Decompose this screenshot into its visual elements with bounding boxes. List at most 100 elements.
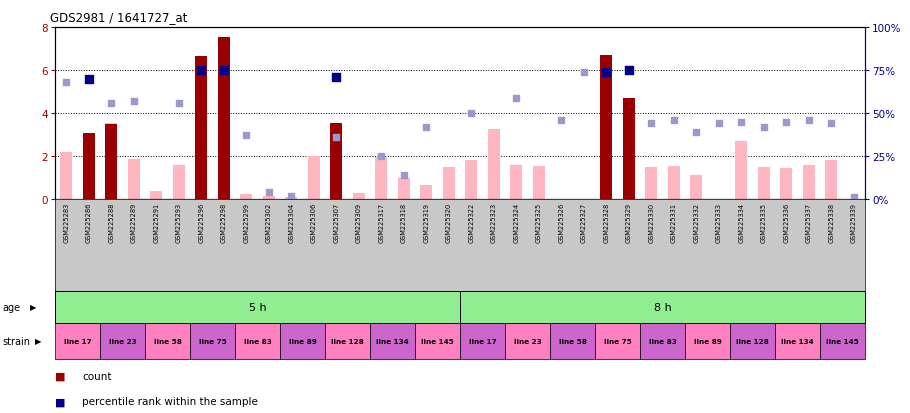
Point	[689, 129, 703, 136]
Bar	[442, 167, 455, 199]
Text: GSM225289: GSM225289	[131, 202, 136, 242]
Point	[59, 80, 74, 86]
Bar	[550, 323, 595, 359]
Text: GSM225318: GSM225318	[400, 202, 407, 242]
Text: line 83: line 83	[244, 338, 271, 344]
Text: GSM225330: GSM225330	[648, 202, 654, 242]
Bar	[330, 123, 342, 199]
Point	[666, 117, 681, 124]
Text: age: age	[3, 302, 21, 312]
Bar	[511, 165, 522, 199]
Point	[734, 119, 749, 126]
Text: ■: ■	[55, 396, 66, 406]
Point	[217, 67, 231, 74]
Bar	[465, 161, 478, 199]
Bar	[757, 167, 770, 199]
Text: line 17: line 17	[469, 338, 496, 344]
Text: GSM225317: GSM225317	[379, 202, 384, 242]
Text: line 83: line 83	[649, 338, 676, 344]
Bar	[415, 323, 460, 359]
Point	[464, 110, 479, 117]
Text: GDS2981 / 1641727_at: GDS2981 / 1641727_at	[50, 11, 187, 24]
Bar	[190, 323, 235, 359]
Text: line 58: line 58	[154, 338, 181, 344]
Bar	[240, 194, 252, 199]
Bar	[488, 130, 500, 199]
Text: ▶: ▶	[30, 303, 36, 312]
Bar	[735, 142, 747, 199]
Point	[194, 67, 208, 74]
Text: GSM225337: GSM225337	[805, 202, 812, 242]
Bar	[803, 165, 815, 199]
Text: GSM225325: GSM225325	[536, 202, 541, 242]
Bar	[730, 323, 775, 359]
Point	[554, 117, 569, 124]
Bar	[690, 176, 703, 199]
Text: GSM225328: GSM225328	[603, 202, 610, 242]
Text: GSM225324: GSM225324	[513, 202, 520, 242]
Bar	[127, 160, 140, 199]
Point	[104, 100, 118, 107]
Bar	[60, 152, 73, 199]
Bar	[398, 178, 410, 199]
Text: GSM225338: GSM225338	[828, 202, 834, 242]
Bar	[195, 57, 207, 199]
Bar	[235, 323, 280, 359]
Bar	[105, 123, 117, 199]
Bar	[370, 323, 415, 359]
Text: GSM225307: GSM225307	[333, 202, 339, 242]
Bar	[420, 185, 432, 199]
Bar	[375, 158, 388, 199]
Bar	[55, 291, 460, 323]
Text: line 23: line 23	[513, 338, 541, 344]
Bar	[285, 197, 298, 199]
Text: GSM225332: GSM225332	[693, 202, 699, 242]
Point	[239, 133, 254, 139]
Point	[171, 100, 186, 107]
Text: percentile rank within the sample: percentile rank within the sample	[82, 396, 258, 406]
Text: line 89: line 89	[288, 338, 317, 344]
Text: GSM225306: GSM225306	[310, 202, 317, 242]
Text: line 134: line 134	[781, 338, 814, 344]
Text: GSM225320: GSM225320	[446, 202, 451, 242]
Text: GSM225302: GSM225302	[266, 202, 272, 242]
Bar	[600, 56, 612, 199]
Text: GSM225333: GSM225333	[716, 202, 722, 242]
Text: 8 h: 8 h	[653, 302, 672, 312]
Text: GSM225335: GSM225335	[761, 202, 767, 242]
Point	[712, 121, 726, 127]
Point	[756, 124, 771, 131]
Text: line 128: line 128	[736, 338, 769, 344]
Bar	[668, 166, 680, 199]
Text: line 145: line 145	[826, 338, 859, 344]
Point	[622, 67, 636, 74]
Text: line 75: line 75	[603, 338, 632, 344]
Text: line 17: line 17	[64, 338, 91, 344]
Point	[779, 119, 794, 126]
Text: GSM225299: GSM225299	[243, 202, 249, 242]
Text: line 75: line 75	[198, 338, 227, 344]
Bar	[595, 323, 640, 359]
Point	[329, 135, 344, 141]
Text: GSM225339: GSM225339	[851, 202, 856, 242]
Bar	[217, 185, 230, 199]
Bar	[150, 192, 163, 199]
Text: GSM225286: GSM225286	[86, 202, 92, 242]
Text: line 128: line 128	[331, 338, 364, 344]
Point	[397, 172, 411, 179]
Bar	[100, 323, 145, 359]
Text: line 23: line 23	[108, 338, 136, 344]
Text: line 145: line 145	[421, 338, 454, 344]
Text: strain: strain	[3, 336, 31, 346]
Text: GSM225293: GSM225293	[176, 202, 182, 242]
Point	[374, 153, 389, 160]
Bar	[685, 323, 730, 359]
Bar	[83, 134, 95, 199]
Bar	[505, 323, 550, 359]
Point	[599, 69, 613, 76]
Point	[846, 195, 861, 201]
Point	[329, 74, 344, 81]
Text: 5 h: 5 h	[248, 302, 267, 312]
Text: GSM225334: GSM225334	[738, 202, 744, 242]
Text: GSM225288: GSM225288	[108, 202, 115, 242]
